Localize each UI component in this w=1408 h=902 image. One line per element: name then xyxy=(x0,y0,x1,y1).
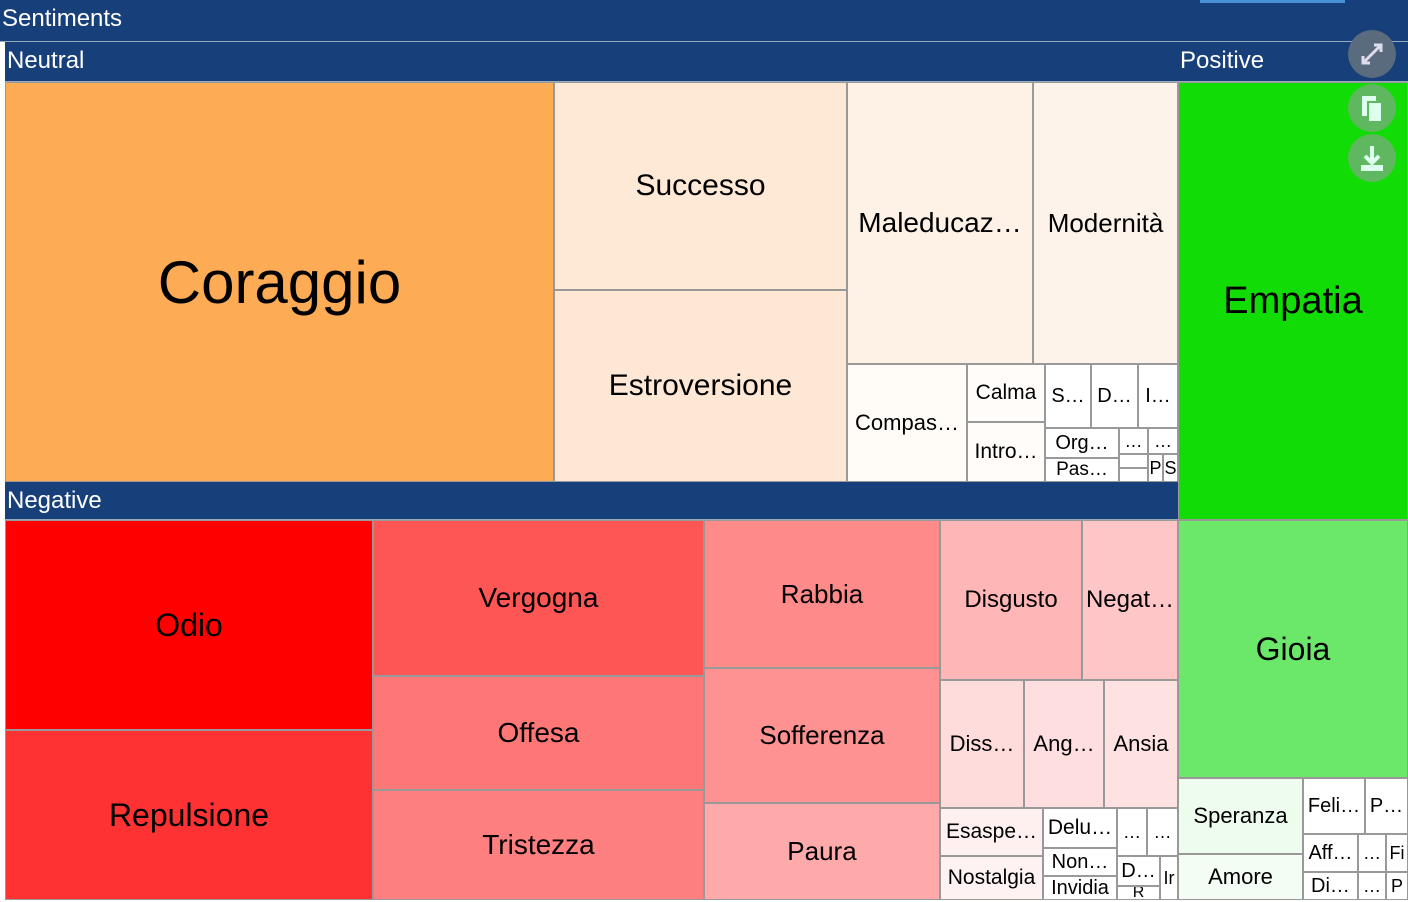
tile: … xyxy=(1147,808,1178,856)
tile: D… xyxy=(1117,856,1160,886)
tile: Modernità xyxy=(1033,82,1178,364)
tile: S xyxy=(1163,454,1178,482)
tile: Tristezza xyxy=(373,790,704,900)
tile: Rabbia xyxy=(704,520,940,668)
tile: Successo xyxy=(554,82,847,290)
group-header: Neutral xyxy=(5,42,1178,82)
tile: … xyxy=(1148,428,1178,454)
tile: Org… xyxy=(1045,428,1119,458)
tile: Paura xyxy=(704,803,940,900)
tile: Esaspe… xyxy=(940,808,1043,856)
tile: R xyxy=(1117,886,1160,900)
tile: Vergogna xyxy=(373,520,704,676)
tile: … xyxy=(1358,872,1386,900)
fullscreen-button[interactable] xyxy=(1348,30,1396,78)
copy-button[interactable] xyxy=(1348,84,1396,132)
tile: P xyxy=(1148,454,1163,482)
tile: Gioia xyxy=(1178,520,1408,778)
tile: Ir xyxy=(1160,856,1178,900)
tile: Maleducaz… xyxy=(847,82,1033,364)
tile: Ansia xyxy=(1104,680,1178,808)
tile: Intro… xyxy=(967,422,1045,482)
tile: … xyxy=(1358,834,1386,872)
tile: Odio xyxy=(5,520,373,730)
root-header: Sentiments xyxy=(0,0,1408,42)
tile: P xyxy=(1386,872,1408,900)
tile: I… xyxy=(1138,364,1178,428)
tile: Repulsione xyxy=(5,730,373,900)
tile: Ang… xyxy=(1024,680,1104,808)
tile: Calma xyxy=(967,364,1045,422)
tile: Coraggio xyxy=(5,82,554,482)
tile: Nostalgia xyxy=(940,856,1043,900)
tile: Pas… xyxy=(1045,458,1119,482)
tile: Estroversione xyxy=(554,290,847,482)
tile: Feli… xyxy=(1303,778,1365,834)
tile: Amore xyxy=(1178,854,1303,900)
tile: D… xyxy=(1091,364,1138,428)
tile: Di… xyxy=(1303,872,1358,900)
tile: Aff… xyxy=(1303,834,1358,872)
tile: P… xyxy=(1365,778,1408,834)
tile: Speranza xyxy=(1178,778,1303,854)
tile: Delu… xyxy=(1043,808,1117,848)
tile: Invidia xyxy=(1043,876,1117,900)
tile: Sofferenza xyxy=(704,668,940,803)
tile: Diss… xyxy=(940,680,1024,808)
download-button[interactable] xyxy=(1348,134,1396,182)
tile xyxy=(1119,468,1148,482)
group-header: Negative xyxy=(5,482,1178,520)
tile: … xyxy=(1119,428,1148,454)
tile: Compas… xyxy=(847,364,967,482)
tile: Offesa xyxy=(373,676,704,790)
tile xyxy=(1119,454,1148,468)
tile: Fi xyxy=(1386,834,1408,872)
tile: … xyxy=(1117,808,1147,856)
tile: S… xyxy=(1045,364,1091,428)
tile: Disgusto xyxy=(940,520,1082,680)
tile: Negat… xyxy=(1082,520,1178,680)
tile: Non… xyxy=(1043,848,1117,876)
tab-indicator xyxy=(1200,0,1345,3)
